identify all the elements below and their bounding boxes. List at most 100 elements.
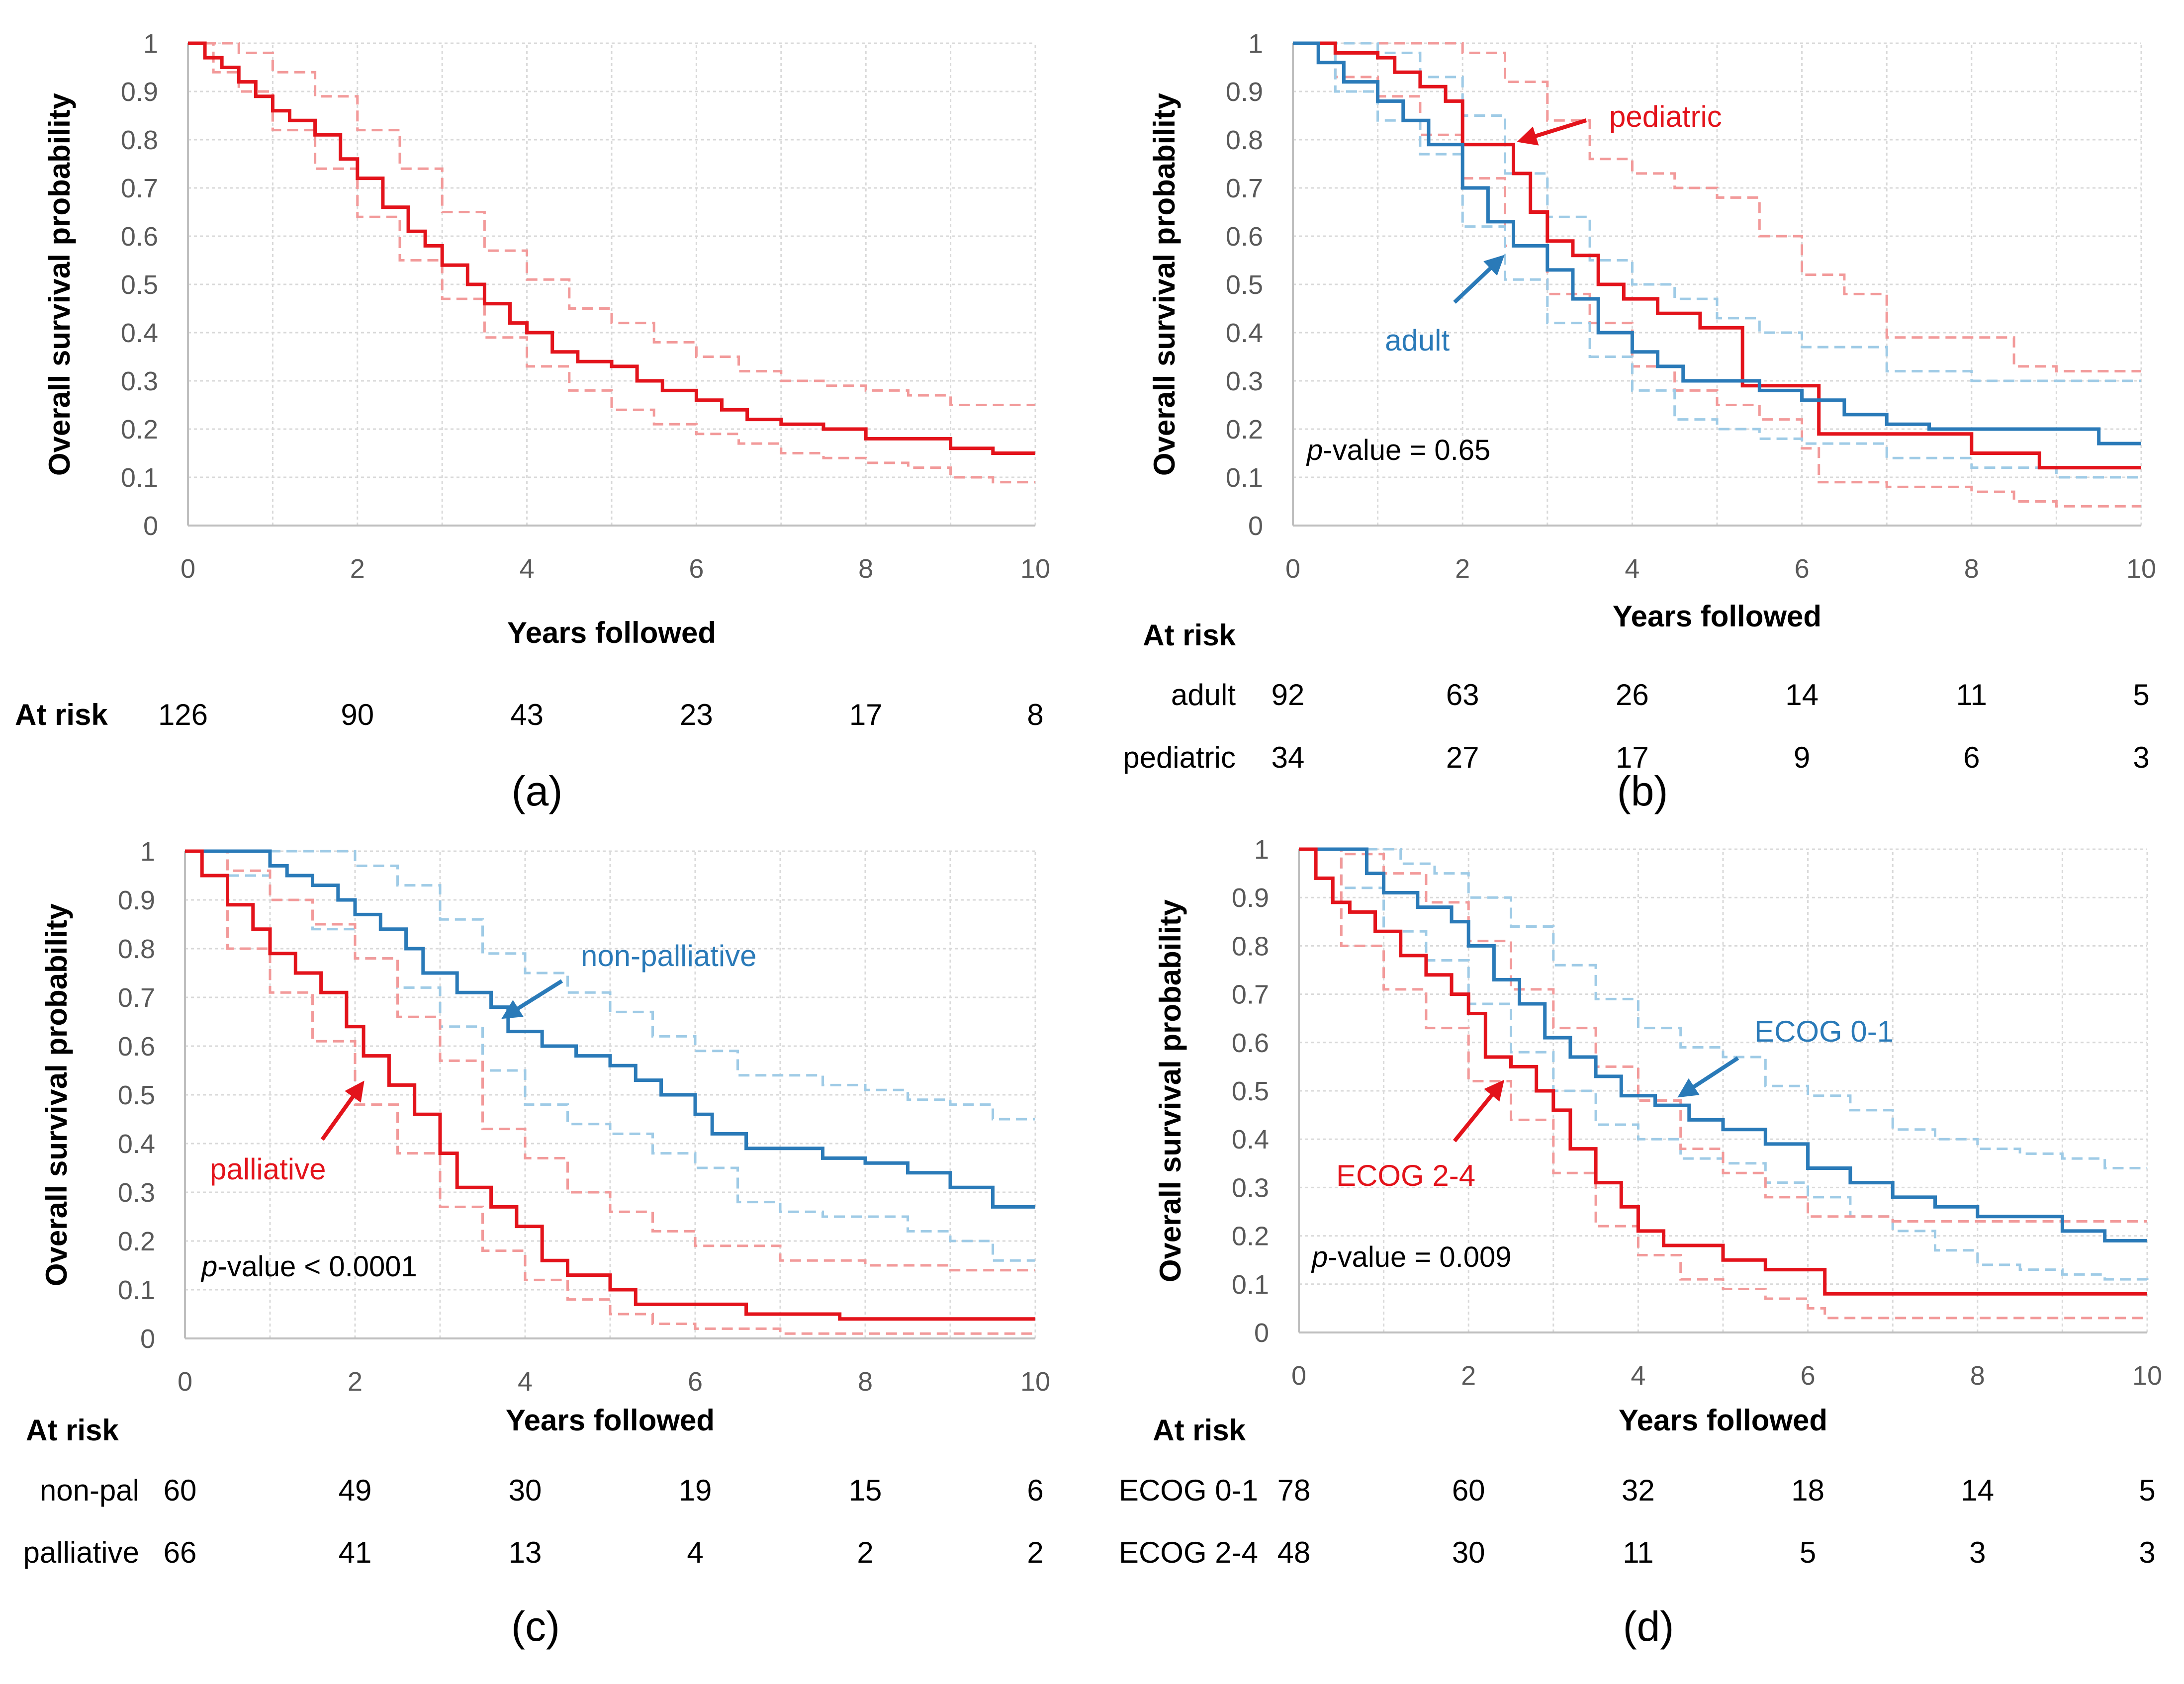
series-line-non-palliative xyxy=(185,849,1035,1209)
y-tick-label: 0.5 xyxy=(118,1080,155,1110)
annotation-arrow xyxy=(1517,118,1587,146)
at-risk-title: At risk xyxy=(15,698,108,731)
p-value-italic-p: p xyxy=(1306,434,1323,466)
x-tick-label: 10 xyxy=(1020,554,1050,584)
at-risk-count: 66 xyxy=(164,1536,197,1569)
annotation-label: ECOG 0-1 xyxy=(1754,1015,1894,1048)
y-tick-label: 0.5 xyxy=(121,270,158,300)
at-risk-count: 49 xyxy=(339,1474,372,1507)
x-tick-label: 8 xyxy=(858,554,873,584)
x-tick-label: 0 xyxy=(181,554,195,584)
y-tick-label: 0.2 xyxy=(118,1227,155,1256)
at-risk-count: 60 xyxy=(1452,1474,1485,1507)
at-risk-group-name: pediatric xyxy=(1123,741,1236,774)
p-value-text: -value = 0.009 xyxy=(1328,1241,1511,1273)
at-risk-count: 92 xyxy=(1272,678,1305,711)
at-risk-count: 5 xyxy=(1800,1536,1816,1569)
x-tick-label: 4 xyxy=(518,1367,533,1397)
x-tick-label: 2 xyxy=(350,554,365,584)
p-value-text: -value < 0.0001 xyxy=(217,1250,417,1283)
at-risk-count: 9 xyxy=(1794,741,1810,774)
at-risk-count: 5 xyxy=(2139,1474,2155,1507)
at-risk-count: 11 xyxy=(1623,1536,1653,1569)
x-tick-label: 4 xyxy=(520,554,535,584)
y-tick-label: 0 xyxy=(140,1324,155,1354)
annotation-arrow xyxy=(1453,255,1505,304)
x-tick-label: 2 xyxy=(348,1367,363,1397)
y-tick-label: 0.7 xyxy=(121,174,158,203)
panel-b: 00.10.20.30.40.50.60.70.80.910 2 4 6 8 10Over… xyxy=(1123,29,2156,814)
y-axis-title: Overall survival probability xyxy=(40,903,73,1286)
panel-label: (d) xyxy=(1623,1603,1674,1650)
annotation-arrow xyxy=(1677,1056,1739,1098)
series-line-lower-95-ci xyxy=(188,42,1035,484)
x-tick-label: 2 xyxy=(1455,554,1470,584)
y-tick-label: 0.8 xyxy=(121,125,158,155)
series-line-ecog-0-1-upper-ci xyxy=(1299,848,2147,1170)
at-risk-count: 48 xyxy=(1277,1536,1311,1569)
at-risk-group-name: palliative xyxy=(23,1536,139,1569)
y-tick-label: 0.6 xyxy=(1226,222,1263,252)
at-risk-count: 27 xyxy=(1446,741,1479,774)
at-risk-count: 14 xyxy=(1785,678,1819,711)
x-tick-label: 10 xyxy=(2126,554,2156,584)
at-risk-title: At risk xyxy=(26,1414,119,1447)
at-risk-count: 8 xyxy=(1027,698,1043,731)
series-line-ecog-2-4 xyxy=(1299,847,2147,1296)
annotation-arrow xyxy=(501,979,563,1019)
series-line-adult-lower-ci xyxy=(1293,42,2141,479)
y-tick-label: 0.5 xyxy=(1226,270,1263,300)
at-risk-count: 3 xyxy=(2133,741,2149,774)
y-tick-label: 0.9 xyxy=(121,77,158,107)
x-tick-label: 6 xyxy=(1795,554,1810,584)
series-line-upper-95-ci xyxy=(188,42,1035,406)
series-line-palliative-upper-ci xyxy=(185,850,1035,1272)
at-risk-count: 11 xyxy=(1956,678,1987,711)
at-risk-count: 5 xyxy=(2133,678,2149,711)
y-tick-label: 0.1 xyxy=(1226,463,1263,493)
series-line-non-palliative-upper-ci xyxy=(185,850,1035,1121)
at-risk-group-name: non-pal xyxy=(40,1474,139,1507)
at-risk-count: 17 xyxy=(849,698,883,731)
at-risk-count: 63 xyxy=(1446,678,1479,711)
y-tick-label: 0.9 xyxy=(1226,77,1263,107)
at-risk-count: 13 xyxy=(509,1536,542,1569)
x-tick-label: 6 xyxy=(688,1367,703,1397)
series-line-pediatric-upper-ci xyxy=(1293,42,2141,373)
p-value-italic-p: p xyxy=(1311,1241,1328,1273)
x-tick-label: 10 xyxy=(1020,1367,1050,1397)
x-tick-label: 0 xyxy=(1291,1361,1306,1391)
at-risk-count: 4 xyxy=(687,1536,703,1569)
x-tick-label: 8 xyxy=(1964,554,1979,584)
at-risk-count: 6 xyxy=(1027,1474,1043,1507)
y-tick-label: 0.3 xyxy=(1232,1173,1269,1203)
at-risk-count: 18 xyxy=(1791,1474,1824,1507)
y-tick-label: 0.1 xyxy=(121,463,158,493)
x-tick-label: 8 xyxy=(858,1367,873,1397)
panel-label: (c) xyxy=(511,1603,560,1650)
y-tick-label: 0.7 xyxy=(1226,174,1263,203)
panel-d: 00.10.20.30.40.50.60.70.80.910 2 4 6 8 10Over… xyxy=(1119,835,2162,1650)
x-tick-label: 8 xyxy=(1970,1361,1985,1391)
y-tick-label: 0.7 xyxy=(118,983,155,1013)
at-risk-count: 30 xyxy=(1452,1536,1485,1569)
y-tick-label: 0.2 xyxy=(121,415,158,444)
y-tick-label: 0.9 xyxy=(1232,883,1269,913)
y-tick-label: 0.5 xyxy=(1232,1076,1269,1106)
gridlines xyxy=(188,42,1036,526)
at-risk-count: 26 xyxy=(1616,678,1649,711)
y-tick-label: 1 xyxy=(1254,835,1269,865)
y-tick-label: 0.8 xyxy=(118,934,155,964)
at-risk-count: 30 xyxy=(509,1474,542,1507)
at-risk-count: 3 xyxy=(1969,1536,1986,1569)
at-risk-group-name: ECOG 0-1 xyxy=(1119,1474,1258,1507)
y-tick-label: 0.4 xyxy=(118,1129,155,1159)
at-risk-count: 23 xyxy=(680,698,713,731)
at-risk-title: At risk xyxy=(1143,619,1236,652)
y-tick-label: 1 xyxy=(1248,29,1263,59)
at-risk-count: 6 xyxy=(1963,741,1980,774)
at-risk-count: 14 xyxy=(1961,1474,1994,1507)
y-tick-label: 1 xyxy=(140,837,155,867)
at-risk-count: 19 xyxy=(679,1474,712,1507)
annotation-label: ECOG 2-4 xyxy=(1336,1159,1475,1192)
